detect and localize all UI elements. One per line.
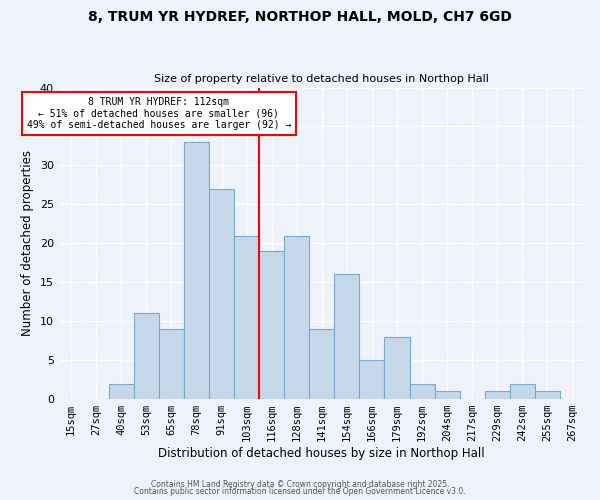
Bar: [109, 384, 134, 399]
Bar: [385, 337, 410, 399]
Text: 8 TRUM YR HYDREF: 112sqm
← 51% of detached houses are smaller (96)
49% of semi-d: 8 TRUM YR HYDREF: 112sqm ← 51% of detach…: [26, 97, 291, 130]
Bar: [234, 236, 259, 399]
Bar: [485, 392, 510, 399]
Bar: [284, 236, 309, 399]
Bar: [359, 360, 385, 399]
Bar: [434, 392, 460, 399]
Bar: [259, 251, 284, 399]
Text: 8, TRUM YR HYDREF, NORTHOP HALL, MOLD, CH7 6GD: 8, TRUM YR HYDREF, NORTHOP HALL, MOLD, C…: [88, 10, 512, 24]
Bar: [535, 392, 560, 399]
X-axis label: Distribution of detached houses by size in Northop Hall: Distribution of detached houses by size …: [158, 447, 485, 460]
Title: Size of property relative to detached houses in Northop Hall: Size of property relative to detached ho…: [154, 74, 489, 84]
Bar: [309, 329, 334, 399]
Bar: [510, 384, 535, 399]
Y-axis label: Number of detached properties: Number of detached properties: [21, 150, 34, 336]
Bar: [134, 314, 159, 399]
Bar: [410, 384, 434, 399]
Text: Contains HM Land Registry data © Crown copyright and database right 2025.: Contains HM Land Registry data © Crown c…: [151, 480, 449, 489]
Text: Contains public sector information licensed under the Open Government Licence v3: Contains public sector information licen…: [134, 487, 466, 496]
Bar: [184, 142, 209, 399]
Bar: [334, 274, 359, 399]
Bar: [159, 329, 184, 399]
Bar: [209, 189, 234, 399]
